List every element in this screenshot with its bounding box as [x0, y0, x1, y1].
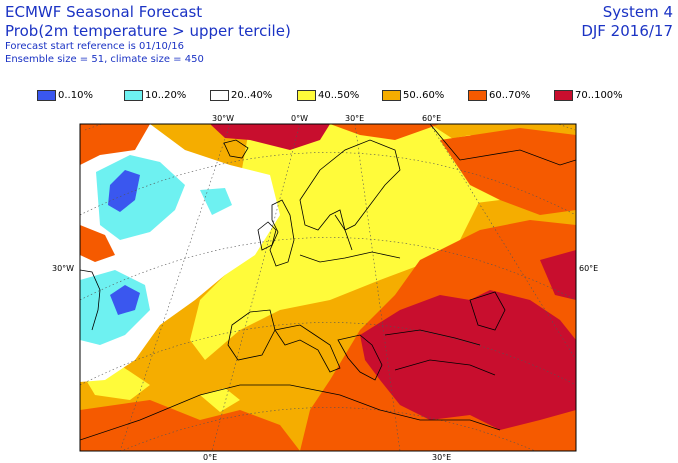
system-block: System 4 DJF 2016/17 [581, 3, 673, 41]
legend-item-20-40: 20..40% [210, 88, 272, 102]
band-70-100-arctic [210, 124, 330, 150]
band-0-10-south [110, 285, 140, 315]
label-bottom-0e: 0°E [203, 453, 217, 462]
legend-item-70-100: 70..100% [554, 88, 623, 102]
legend-swatch [468, 89, 487, 101]
legend-swatch [37, 89, 56, 101]
black-sea-coast [384, 329, 481, 346]
ireland-coast [257, 221, 277, 251]
ensemble-size: Ensemble size = 51, climate size = 450 [5, 54, 204, 65]
britain-coast [269, 199, 295, 267]
band-70-100-east-med [360, 290, 576, 430]
label-left-30w: 30°W [52, 264, 74, 273]
turkey-coast [394, 359, 496, 376]
band-10-20-north [96, 155, 185, 240]
probability-field [80, 124, 576, 451]
legend-swatch [554, 89, 573, 101]
graticule [80, 124, 576, 451]
title-block: ECMWF Seasonal Forecast Prob(2m temperat… [5, 3, 291, 66]
meridian-30e [354, 124, 401, 451]
legend-label: 10..20% [145, 89, 187, 101]
legend-label: 40..50% [318, 89, 360, 101]
label-top-30w: 30°W [212, 114, 234, 123]
russia-north-coast [429, 124, 576, 166]
label-top-60e: 60°E [422, 114, 441, 123]
label-top-0w: 0°W [291, 114, 308, 123]
caspian-coast [469, 291, 506, 331]
legend-item-10-20: 10..20% [124, 88, 186, 102]
balkans-coast [337, 334, 383, 381]
legend-item-50-60: 50..60% [382, 88, 444, 102]
label-top-30e: 30°E [345, 114, 364, 123]
system-label: System 4 [602, 3, 673, 21]
band-60-70-siberia [440, 128, 576, 215]
legend-label: 70..100% [575, 89, 623, 101]
band-60-70-greenland [80, 124, 150, 165]
legend-label: 0..10% [58, 89, 93, 101]
band-40-50-sahara-patch [200, 388, 240, 412]
scandinavia-coast [299, 139, 401, 231]
meridian-0 [211, 124, 301, 451]
season-label: DJF 2016/17 [581, 22, 673, 40]
band-60-70-north [330, 124, 440, 140]
coastlines [80, 124, 576, 441]
map-subtitle: Prob(2m temperature > upper tercile) [5, 22, 291, 40]
label-bottom-30e: 30°E [432, 453, 451, 462]
legend-label: 50..60% [403, 89, 445, 101]
atlantic-islands [80, 269, 101, 331]
band-10-20-mid [200, 188, 232, 215]
map-frame [79, 123, 577, 452]
legend-item-0-10: 0..10% [37, 88, 93, 102]
legend-swatch [382, 89, 401, 101]
iberia-coast [227, 309, 276, 361]
forecast-start-reference: Forecast start reference is 01/10/16 [5, 41, 184, 52]
italy-coast [274, 324, 341, 373]
legend-swatch [210, 89, 229, 101]
band-70-100-kazakh [540, 250, 576, 300]
map-title: ECMWF Seasonal Forecast [5, 3, 203, 21]
legend-swatch [297, 89, 316, 101]
label-right-60e: 60°E [579, 264, 598, 273]
legend-item-40-50: 40..50% [297, 88, 359, 102]
iceland-coast [223, 139, 249, 159]
north-africa-coast [80, 384, 501, 441]
legend-label: 60..70% [489, 89, 531, 101]
meridian-30w [119, 124, 231, 451]
band-60-70-west [80, 225, 115, 262]
band-0-10-north [108, 170, 140, 212]
legend-swatch [124, 89, 143, 101]
legend-item-60-70: 60..70% [468, 88, 530, 102]
parallel-70 [84, 124, 576, 131]
denmark-coast [334, 214, 353, 251]
band-60-70-africa [80, 400, 300, 451]
legend-label: 20..40% [231, 89, 273, 101]
north-europe-coast [299, 251, 401, 263]
